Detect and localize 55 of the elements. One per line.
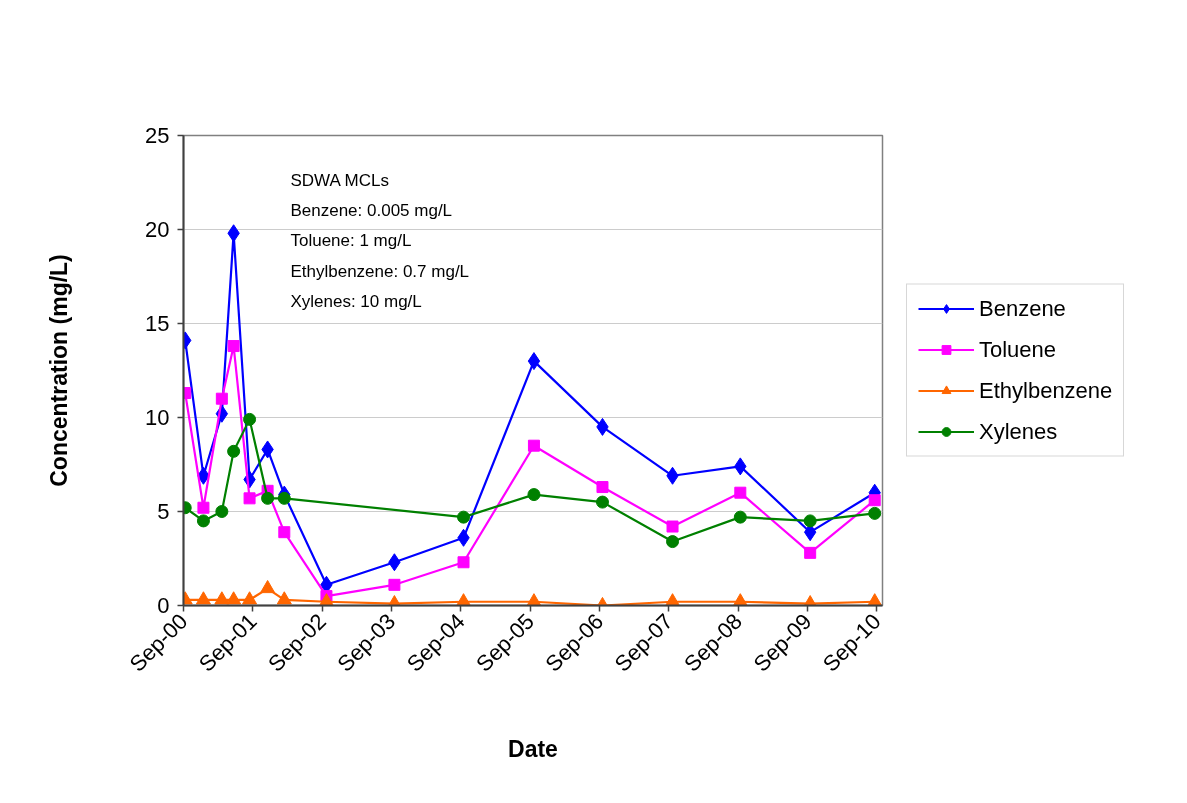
- point: [260, 580, 276, 594]
- y-tick-label: 20: [145, 217, 170, 242]
- point: [278, 526, 291, 539]
- annotation: Benzene: 0.005 mg/L: [290, 200, 453, 220]
- point: [227, 340, 240, 353]
- point: [227, 444, 241, 458]
- point: [803, 514, 817, 528]
- point: [456, 593, 472, 606]
- point: [868, 506, 882, 520]
- point: [457, 510, 471, 524]
- point: [666, 520, 679, 533]
- point: [734, 486, 747, 499]
- point: [732, 593, 748, 606]
- y-axis-title: Concentration (mg/L): [46, 254, 73, 487]
- point: [457, 556, 470, 569]
- point: [215, 505, 229, 518]
- annotation: Toluene: 1 mg/L: [290, 231, 412, 251]
- point: [243, 412, 257, 426]
- point: [195, 591, 211, 605]
- legend-label: Xylenes: [979, 418, 1058, 445]
- point: [276, 591, 292, 605]
- point: [595, 495, 609, 509]
- annotation: Xylenes: 10 mg/L: [290, 291, 422, 311]
- point: [197, 501, 210, 514]
- annotation: SDWA MCLs: [290, 170, 389, 190]
- point: [665, 593, 681, 606]
- x-axis-title: Date: [508, 736, 558, 763]
- legend-label: Benzene: [979, 295, 1066, 322]
- point: [196, 514, 210, 528]
- point: [243, 492, 256, 505]
- point: [242, 591, 258, 605]
- point: [226, 591, 242, 605]
- point: [868, 494, 881, 507]
- point: [261, 491, 275, 505]
- point: [666, 535, 680, 549]
- y-tick-label: 15: [145, 311, 170, 336]
- point: [277, 491, 291, 505]
- point: [596, 481, 609, 494]
- y-tick-label: 0: [157, 593, 170, 618]
- legend-label: Toluene: [979, 336, 1057, 363]
- point: [526, 593, 542, 606]
- point: [733, 510, 747, 524]
- point: [215, 392, 228, 405]
- y-tick-label: 5: [157, 499, 170, 524]
- y-tick-label: 25: [145, 123, 170, 148]
- point: [527, 352, 541, 371]
- point: [214, 591, 230, 605]
- y-tick-label: 10: [145, 405, 170, 430]
- annotation: Ethylbenzene: 0.7 mg/L: [290, 261, 470, 281]
- point: [867, 593, 883, 606]
- point: [527, 488, 541, 502]
- legend-label: Ethylbenzene: [979, 377, 1113, 404]
- point: [804, 546, 817, 559]
- point: [388, 578, 401, 591]
- point: [527, 439, 540, 452]
